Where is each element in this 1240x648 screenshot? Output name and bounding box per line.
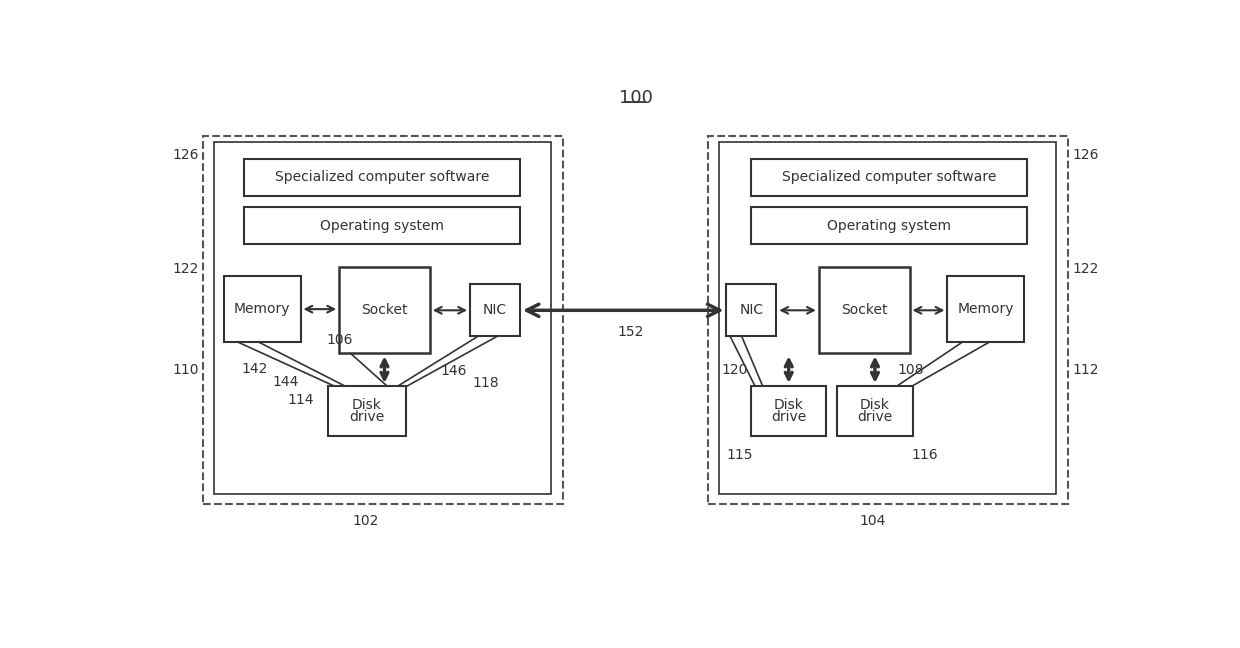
Text: Disk: Disk: [352, 398, 382, 411]
Text: drive: drive: [771, 410, 806, 424]
Text: 122: 122: [1073, 262, 1099, 275]
FancyBboxPatch shape: [947, 277, 1024, 342]
Text: 152: 152: [618, 325, 644, 339]
Text: NIC: NIC: [739, 303, 764, 318]
Text: 142: 142: [242, 362, 268, 376]
FancyBboxPatch shape: [708, 135, 1068, 503]
Text: Memory: Memory: [234, 302, 290, 316]
Text: 106: 106: [326, 332, 352, 347]
FancyBboxPatch shape: [470, 284, 520, 336]
FancyBboxPatch shape: [818, 267, 910, 353]
Text: 120: 120: [722, 364, 748, 377]
Text: 102: 102: [353, 515, 379, 528]
Text: 100: 100: [619, 89, 652, 107]
FancyBboxPatch shape: [727, 284, 776, 336]
FancyBboxPatch shape: [327, 386, 405, 436]
FancyBboxPatch shape: [751, 159, 1027, 196]
Text: 104: 104: [859, 515, 885, 528]
Text: NIC: NIC: [482, 303, 507, 318]
Text: Operating system: Operating system: [320, 218, 444, 233]
FancyBboxPatch shape: [223, 277, 300, 342]
Text: 126: 126: [172, 148, 198, 162]
FancyBboxPatch shape: [339, 267, 430, 353]
Text: drive: drive: [350, 410, 384, 424]
Text: 112: 112: [1073, 364, 1100, 377]
Text: Disk: Disk: [861, 398, 890, 411]
Text: 116: 116: [911, 448, 937, 462]
Text: Specialized computer software: Specialized computer software: [275, 170, 490, 184]
Text: 110: 110: [172, 364, 198, 377]
FancyBboxPatch shape: [203, 135, 563, 503]
FancyBboxPatch shape: [244, 207, 520, 244]
FancyBboxPatch shape: [244, 159, 520, 196]
Text: Specialized computer software: Specialized computer software: [781, 170, 996, 184]
Text: 115: 115: [727, 448, 753, 462]
Text: 108: 108: [898, 364, 924, 377]
FancyBboxPatch shape: [751, 207, 1027, 244]
FancyBboxPatch shape: [719, 143, 1056, 494]
Text: 114: 114: [288, 393, 314, 407]
FancyBboxPatch shape: [751, 386, 826, 436]
Text: 126: 126: [1073, 148, 1100, 162]
FancyBboxPatch shape: [213, 143, 551, 494]
FancyBboxPatch shape: [837, 386, 913, 436]
Text: Socket: Socket: [361, 303, 408, 318]
Text: Disk: Disk: [774, 398, 804, 411]
Text: 118: 118: [472, 376, 498, 389]
Text: 122: 122: [172, 262, 198, 275]
Text: drive: drive: [857, 410, 893, 424]
Text: 146: 146: [440, 364, 467, 378]
Text: 144: 144: [272, 375, 299, 389]
Text: Memory: Memory: [957, 302, 1014, 316]
Text: Socket: Socket: [841, 303, 888, 318]
Text: Operating system: Operating system: [827, 218, 951, 233]
